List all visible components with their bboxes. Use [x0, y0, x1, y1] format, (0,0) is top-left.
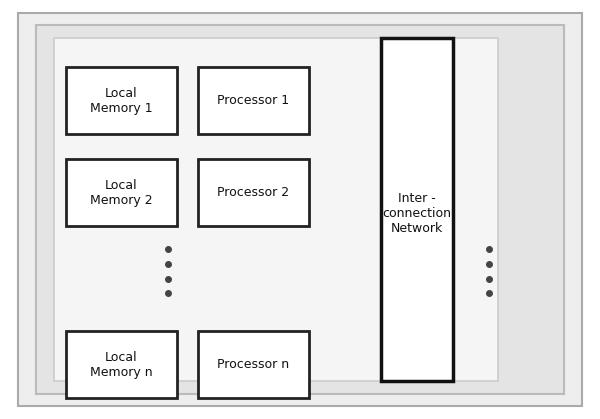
Bar: [66, 67, 177, 134]
Text: Inter -
connection
Network: Inter - connection Network: [383, 192, 451, 235]
Text: Local
Memory 1: Local Memory 1: [90, 87, 153, 114]
Text: Local
Memory n: Local Memory n: [90, 351, 153, 378]
Bar: [198, 67, 309, 134]
Bar: [66, 159, 177, 226]
Bar: [381, 38, 453, 381]
Bar: [36, 25, 564, 394]
Bar: [54, 38, 498, 381]
Text: Local
Memory 2: Local Memory 2: [90, 179, 153, 207]
Bar: [66, 331, 177, 398]
Bar: [198, 331, 309, 398]
Text: Processor 1: Processor 1: [217, 94, 290, 107]
Text: Processor 2: Processor 2: [217, 186, 290, 199]
Text: Processor n: Processor n: [217, 358, 290, 371]
Bar: [198, 159, 309, 226]
